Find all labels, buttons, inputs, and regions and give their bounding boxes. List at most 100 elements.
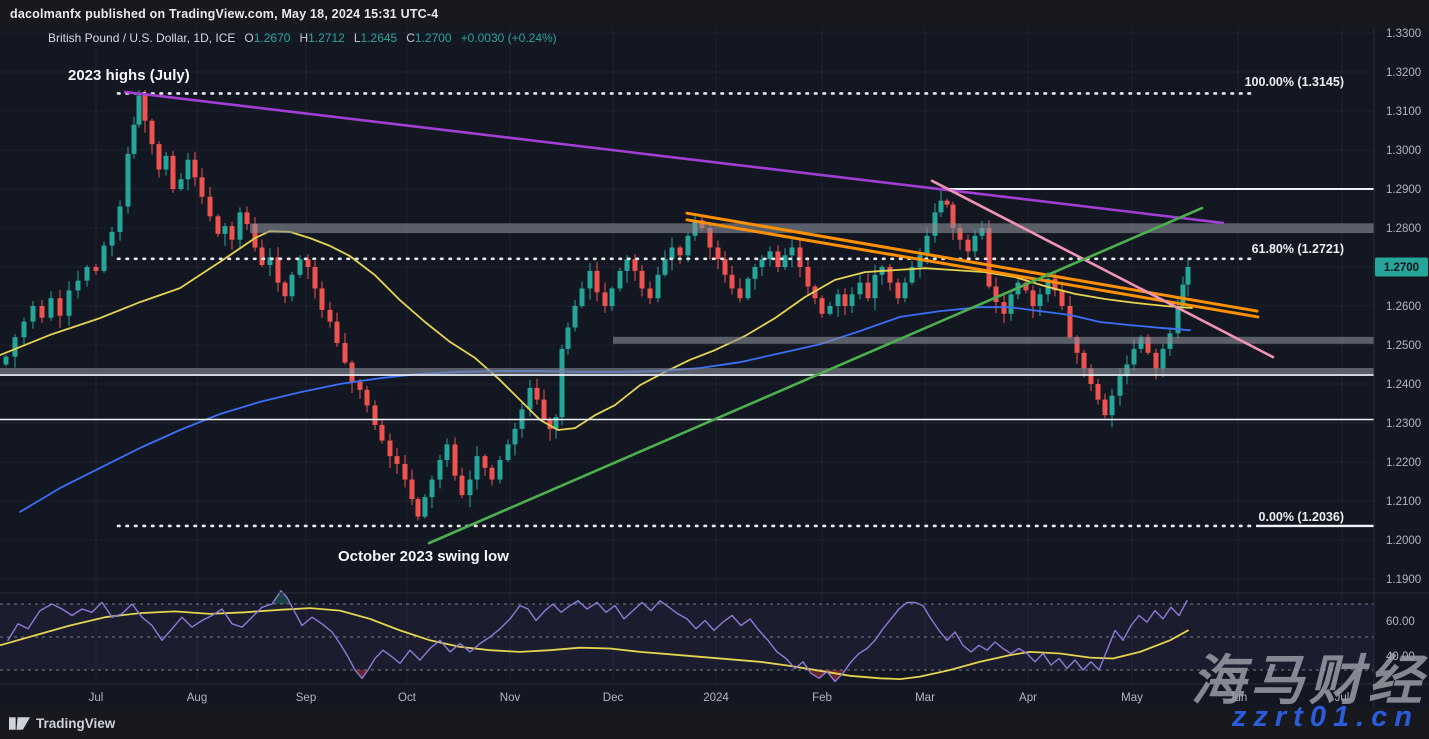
- candle-body: [57, 298, 63, 316]
- candle-body: [125, 153, 131, 207]
- candle-body: [1067, 306, 1073, 338]
- chart-area: 1.3300 1.3200 1.3100 1.3000 1.2900 1.2800 1.26…: [0, 28, 1429, 708]
- low-label: L: [353, 31, 361, 45]
- price-tick-label: 1.2100: [1386, 496, 1421, 508]
- price-tick-label: 1.2500: [1386, 340, 1421, 352]
- tradingview-link[interactable]: TradingView: [9, 716, 115, 731]
- candle-body: [587, 270, 593, 289]
- candle-body: [75, 280, 81, 291]
- price-tick-label: 1.2300: [1386, 418, 1421, 430]
- candle-body: [950, 204, 956, 228]
- candle-body: [965, 239, 971, 252]
- last-price-badge: [1375, 257, 1428, 277]
- candle-body: [902, 282, 908, 299]
- time-tick-label: 2024: [703, 692, 729, 704]
- candle-body: [669, 247, 675, 260]
- candle-body: [865, 282, 871, 299]
- symbol-legend: British Pound / U.S. Dollar, 1D, ICE O 1…: [48, 31, 557, 45]
- rsi-line: [7, 590, 1188, 683]
- candle-body: [944, 200, 950, 205]
- candle-body: [647, 288, 653, 299]
- candle-body: [327, 309, 333, 322]
- candle-body: [827, 306, 833, 314]
- trendline-purple-descending: [123, 90, 1225, 225]
- last-price-badge-label: 1.2700: [1384, 262, 1419, 274]
- candle-body: [489, 467, 495, 480]
- candle-body: [101, 245, 107, 271]
- price-tick-label: 1.2800: [1386, 223, 1421, 235]
- candle-body: [305, 259, 311, 267]
- candle-body: [617, 270, 623, 289]
- price-tick-label: 1.3200: [1386, 67, 1421, 79]
- candle-body: [707, 228, 713, 248]
- candle-body: [565, 327, 571, 349]
- candle-body: [364, 389, 370, 406]
- candle-body: [559, 348, 565, 418]
- close-value: 1.2700: [414, 31, 452, 45]
- candle-body: [639, 270, 645, 289]
- price-tick-label: 1.3100: [1386, 106, 1421, 118]
- publish-bar-text: dacolmanfx published on TradingView.com,…: [10, 7, 439, 21]
- candle-body: [986, 228, 992, 287]
- candle-body: [812, 286, 818, 299]
- candle-body: [662, 259, 668, 275]
- time-tick-label: May: [1121, 692, 1143, 704]
- candle-body: [334, 321, 340, 344]
- candle-body: [1052, 278, 1058, 291]
- candle-body: [1037, 294, 1043, 306]
- candle-body: [109, 231, 115, 246]
- candle-body: [722, 259, 728, 275]
- rsi-tick-label: 60.00: [1386, 616, 1415, 628]
- candle-body: [1131, 348, 1137, 365]
- price-tick-label: 1.3300: [1386, 28, 1421, 40]
- candle-body: [282, 282, 288, 297]
- candle-body: [429, 479, 435, 498]
- ma-yellow-line: [0, 230, 1193, 431]
- high-value: 1.2712: [308, 31, 345, 45]
- time-tick-label: Jun: [1229, 692, 1248, 704]
- candle-body: [342, 343, 348, 363]
- candle-body: [594, 270, 600, 293]
- candle-body: [30, 306, 36, 322]
- candle-body: [534, 387, 540, 400]
- candle-body: [84, 267, 90, 281]
- candle-body: [39, 306, 45, 318]
- candle-body: [437, 460, 443, 480]
- candle-body: [917, 255, 923, 267]
- candle-body: [895, 282, 901, 299]
- candle-body: [547, 419, 553, 429]
- price-tick-label: 1.2400: [1386, 379, 1421, 391]
- time-tick-label: Jul: [1335, 692, 1350, 704]
- support-resistance-band: [613, 336, 1374, 344]
- candle-body: [21, 321, 27, 338]
- candle-body: [319, 288, 325, 310]
- candle-body: [452, 444, 458, 476]
- candle-body: [782, 255, 788, 267]
- candle-body: [482, 456, 488, 468]
- candle-body: [289, 274, 295, 297]
- candle-body: [752, 267, 758, 279]
- symbol-title: British Pound / U.S. Dollar, 1D, ICE: [48, 31, 236, 45]
- trendline-pink-descending: [930, 179, 1275, 359]
- support-resistance-band: [0, 368, 1374, 376]
- candle-body: [170, 155, 176, 189]
- candle-body: [579, 288, 585, 306]
- time-tick-label: Dec: [603, 692, 624, 704]
- open-value: 1.2670: [253, 31, 291, 45]
- candle-body: [737, 288, 743, 299]
- candle-body: [163, 155, 169, 170]
- candle-body: [849, 294, 855, 306]
- footer-bar: TradingView: [0, 708, 1429, 739]
- candle-body: [767, 251, 773, 260]
- candle-body: [572, 306, 578, 328]
- trendline-green-ascending: [427, 206, 1204, 545]
- trendline-orange-channel-upper: [685, 211, 1259, 313]
- candle-body: [149, 120, 155, 145]
- chart-canvas[interactable]: 1.3300 1.3200 1.3100 1.3000 1.2900 1.2800 1.26…: [0, 28, 1429, 708]
- time-tick-label: Apr: [1019, 692, 1037, 704]
- candle-body: [229, 226, 235, 240]
- candle-body: [677, 247, 683, 256]
- candle-body: [759, 259, 765, 267]
- candle-body: [474, 456, 480, 480]
